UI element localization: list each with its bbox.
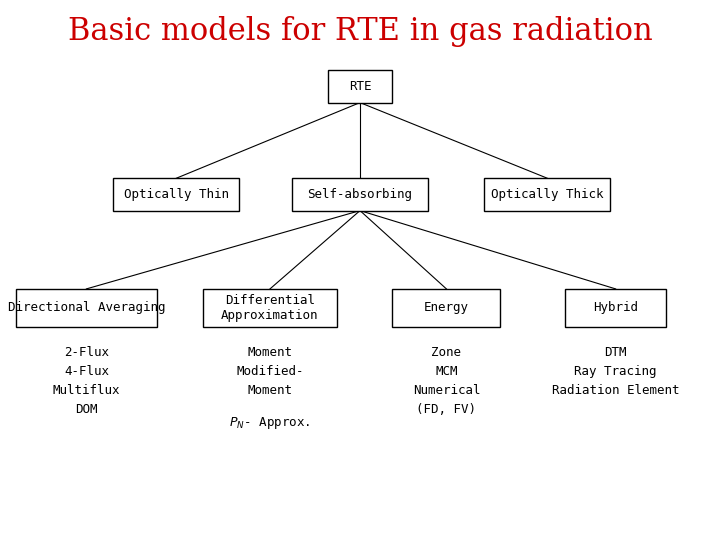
- Text: Directional Averaging: Directional Averaging: [8, 301, 165, 314]
- FancyBboxPatch shape: [203, 289, 336, 327]
- Text: Differential
Approximation: Differential Approximation: [221, 294, 319, 322]
- Text: Moment
Modified-
Moment: Moment Modified- Moment: [236, 346, 304, 396]
- FancyBboxPatch shape: [484, 178, 610, 211]
- Text: DTM
Ray Tracing
Radiation Element: DTM Ray Tracing Radiation Element: [552, 346, 680, 396]
- FancyBboxPatch shape: [292, 178, 428, 211]
- Text: Zone
MCM
Numerical
(FD, FV): Zone MCM Numerical (FD, FV): [413, 346, 480, 416]
- Text: 2-Flux
4-Flux
Multiflux
DOM: 2-Flux 4-Flux Multiflux DOM: [53, 346, 120, 416]
- FancyBboxPatch shape: [565, 289, 666, 327]
- Text: Optically Thick: Optically Thick: [491, 188, 603, 201]
- FancyBboxPatch shape: [392, 289, 500, 327]
- Text: Hybrid: Hybrid: [593, 301, 638, 314]
- Text: Optically Thin: Optically Thin: [124, 188, 229, 201]
- Text: Energy: Energy: [424, 301, 469, 314]
- FancyBboxPatch shape: [114, 178, 239, 211]
- Text: RTE: RTE: [348, 80, 372, 93]
- FancyBboxPatch shape: [328, 70, 392, 103]
- Text: Self-absorbing: Self-absorbing: [307, 188, 413, 201]
- FancyBboxPatch shape: [16, 289, 157, 327]
- Text: $P_{N}$- Approx.: $P_{N}$- Approx.: [230, 415, 310, 431]
- Text: Basic models for RTE in gas radiation: Basic models for RTE in gas radiation: [68, 16, 652, 47]
